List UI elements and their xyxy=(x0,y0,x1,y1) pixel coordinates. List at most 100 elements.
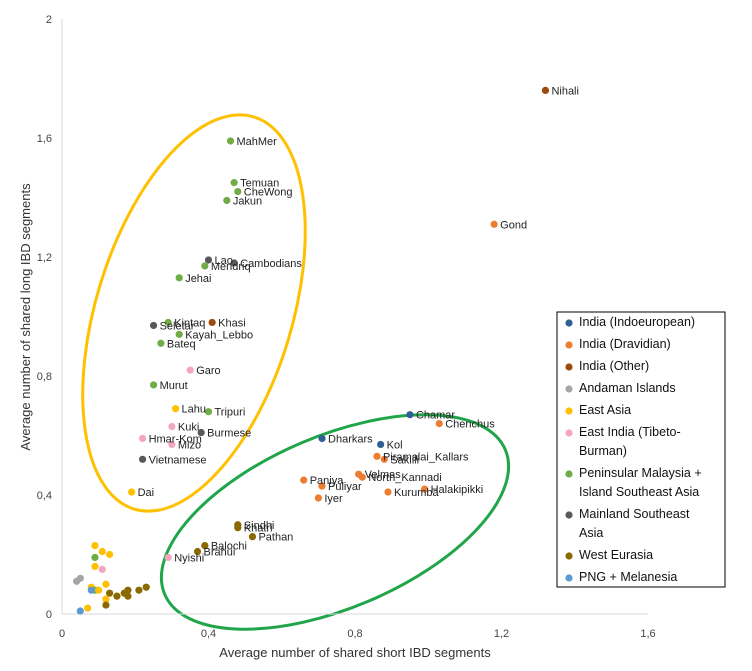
y-tick-label: 0,4 xyxy=(37,490,52,502)
legend-marker xyxy=(565,407,573,415)
legend: India (Indoeuropean) India (Dravidian) Ind… xyxy=(556,311,726,588)
legend-entry-label: Asia xyxy=(579,526,603,540)
data-point xyxy=(208,318,216,327)
data-label: Cambodians xyxy=(240,258,302,270)
data-point xyxy=(138,434,147,443)
data-point xyxy=(164,553,172,562)
data-label: Kintaq xyxy=(174,317,205,329)
data-point xyxy=(377,440,385,449)
data-label: Jakun xyxy=(233,195,262,207)
data-point xyxy=(149,381,158,389)
data-label: Paniya xyxy=(310,475,345,487)
x-tick-label: 1,2 xyxy=(494,628,509,640)
india-west-eurasia-cluster-ellipse xyxy=(159,413,511,631)
legend-marker xyxy=(565,574,573,582)
data-label: Kayah_Lebbo xyxy=(185,329,253,341)
data-point xyxy=(84,604,92,612)
legend-marker xyxy=(565,319,573,327)
data-label: Nihali xyxy=(551,85,579,97)
data-point xyxy=(149,321,158,330)
data-point xyxy=(106,589,114,597)
legend-box xyxy=(556,311,726,588)
data-label: Khasi xyxy=(218,317,246,329)
data-point xyxy=(91,553,99,562)
data-point xyxy=(87,586,95,594)
data-label: Garo xyxy=(196,365,220,377)
data-label: Temuan xyxy=(240,178,279,190)
data-point xyxy=(106,550,114,559)
legend-entry-label: India (Other) xyxy=(579,359,649,373)
legend-entry-label: Burman) xyxy=(579,444,627,458)
data-label: Seletar xyxy=(160,320,195,332)
data-points xyxy=(73,86,550,615)
y-tick-labels: 0 0,4 0,8 1,2 1,6 2 xyxy=(37,14,52,621)
data-point xyxy=(384,488,392,496)
data-point xyxy=(248,533,257,541)
data-point xyxy=(318,482,326,490)
data-label: North_Kannadi xyxy=(368,472,441,484)
data-label: Balochi xyxy=(211,541,247,553)
data-label: CheWong xyxy=(244,187,293,199)
data-point xyxy=(95,586,103,594)
data-point xyxy=(373,452,381,460)
data-point xyxy=(102,580,110,588)
data-point xyxy=(201,541,209,550)
data-point xyxy=(142,583,150,591)
data-label: Sakilli xyxy=(390,454,419,466)
data-label: Velmas xyxy=(365,469,402,481)
data-point xyxy=(406,411,414,419)
data-point xyxy=(98,565,106,573)
data-point xyxy=(135,586,143,594)
data-point xyxy=(490,220,498,228)
data-point xyxy=(204,408,213,416)
legend-entry-label: East India (Tibeto- xyxy=(579,425,681,439)
data-point xyxy=(124,592,132,600)
x-tick-label: 0 xyxy=(59,628,65,640)
data-label: Pathan xyxy=(258,532,293,544)
data-label: Tripuri xyxy=(215,407,246,419)
data-label: Iyer xyxy=(324,493,343,505)
data-label: Brahui xyxy=(204,547,236,559)
legend-entry-label: India (Dravidian) xyxy=(579,337,671,351)
data-point xyxy=(168,422,176,431)
data-point xyxy=(358,473,366,481)
data-label: Gond xyxy=(500,219,527,231)
data-label: Vietnamese xyxy=(149,454,207,466)
y-tick-label: 1,6 xyxy=(37,133,52,145)
data-label: Mendriq xyxy=(211,261,251,273)
legend-entry-label: India (Indoeuropean) xyxy=(579,315,695,329)
legend-entry-label: East Asia xyxy=(579,403,631,417)
data-point xyxy=(91,541,99,550)
data-label: Lao xyxy=(215,255,233,267)
axes xyxy=(61,19,648,615)
y-tick-label: 0 xyxy=(46,609,52,621)
data-point xyxy=(76,607,84,615)
y-axis-title: Average number of shared long IBD segmen… xyxy=(18,183,33,451)
y-tick-label: 2 xyxy=(46,14,52,26)
data-label: Mizo xyxy=(178,439,201,451)
data-point xyxy=(230,259,238,267)
data-point xyxy=(193,547,202,556)
data-point xyxy=(230,179,238,187)
data-label: Dai xyxy=(138,487,155,499)
data-point xyxy=(175,330,183,338)
data-point xyxy=(318,434,326,443)
data-label: Burmese xyxy=(207,428,251,440)
data-label: Halakipikki xyxy=(431,484,484,496)
legend-marker xyxy=(565,470,573,478)
data-point xyxy=(113,592,121,600)
data-point xyxy=(157,339,165,347)
data-point xyxy=(201,262,209,270)
legend-entry-label: PNG + Melanesia xyxy=(579,570,677,584)
data-point xyxy=(175,274,183,282)
data-label: Sindhi xyxy=(244,520,275,532)
data-label: Lahu xyxy=(182,404,206,416)
data-point xyxy=(300,476,308,484)
data-label: Chenchus xyxy=(445,419,495,431)
legend-marker xyxy=(565,385,573,393)
legend-marker xyxy=(565,552,573,560)
data-label: Piramalai_Kallars xyxy=(383,451,469,463)
data-point xyxy=(226,137,235,145)
